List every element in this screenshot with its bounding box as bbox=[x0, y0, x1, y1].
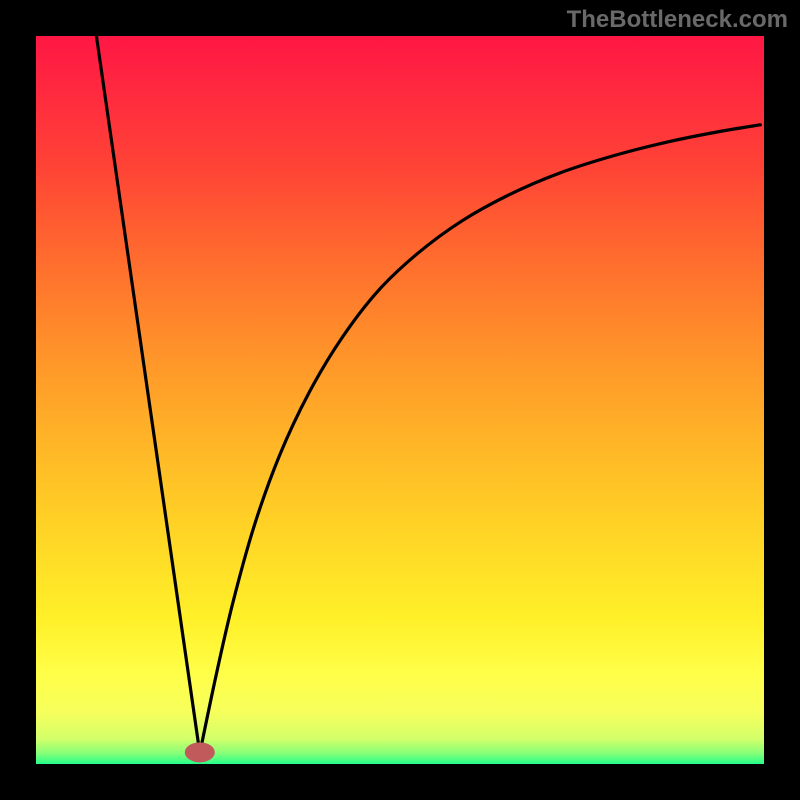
chart-svg bbox=[36, 36, 764, 764]
watermark-text: TheBottleneck.com bbox=[567, 6, 788, 34]
optimum-marker bbox=[185, 742, 215, 762]
plot-area bbox=[36, 36, 764, 764]
chart-container: TheBottleneck.com bbox=[0, 0, 800, 800]
